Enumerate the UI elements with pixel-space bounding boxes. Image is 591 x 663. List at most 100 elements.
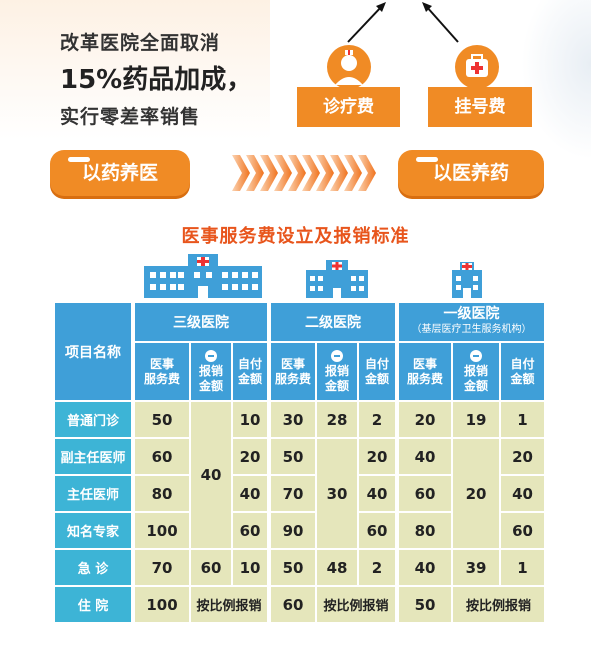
level3-header: 三级医院 <box>132 302 268 342</box>
policy-to-label: 以医养药 <box>432 162 509 184</box>
cell-value: 19 <box>452 401 500 438</box>
row-label: 普通门诊 <box>54 401 132 438</box>
sub-label: 金额 <box>463 378 488 393</box>
sub-label: 金额 <box>198 378 223 393</box>
cell-value: 30 <box>316 438 358 549</box>
up-arrows-icon <box>347 2 459 43</box>
small-hospital-icon <box>452 262 482 298</box>
fee-table: 项目名称 三级医院 二级医院 一级医院 （基层医疗卫生服务机构） 医事 服务费 报… <box>54 302 546 623</box>
cell-value: 60 <box>232 512 268 549</box>
cell-value: 1 <box>500 401 546 438</box>
sub-label: 自付 <box>237 356 262 371</box>
sub-label: 服务费 <box>406 371 443 386</box>
cell-value: 20 <box>452 438 500 549</box>
cell-value: 50 <box>268 549 316 586</box>
sub-reimb: 报销 金额 <box>452 342 500 401</box>
cell-value: 1 <box>500 549 546 586</box>
level2-header: 二级医院 <box>268 302 396 342</box>
cell-value: 70 <box>132 549 190 586</box>
cell-value: 20 <box>358 438 396 475</box>
policy-from-label: 以药养医 <box>81 162 158 184</box>
sub-label: 自付 <box>510 356 535 371</box>
reform-line-2: 15%药品加成， <box>60 65 253 95</box>
minus-circle-icon <box>331 349 343 362</box>
ratio-cell: 按比例报销 <box>190 586 268 623</box>
pill-highlight <box>416 157 438 162</box>
sub-label: 报销 <box>463 363 488 378</box>
medium-hospital-icon <box>306 260 368 298</box>
sub-label: 金额 <box>237 371 262 386</box>
cell-value: 50 <box>268 438 316 475</box>
register-fee-label: 挂号费 <box>428 87 532 127</box>
row-label: 知名专家 <box>54 512 132 549</box>
ratio-cell: 按比例报销 <box>316 586 396 623</box>
pill-highlight <box>68 157 90 162</box>
level1-header: 一级医院 （基层医疗卫生服务机构） <box>396 302 546 342</box>
sub-label: 金额 <box>364 371 389 386</box>
cell-value: 80 <box>132 475 190 512</box>
sub-label: 服务费 <box>274 371 311 386</box>
level1-name: 一级医院 <box>443 306 500 322</box>
sub-label: 报销 <box>198 363 223 378</box>
cell-value: 39 <box>452 549 500 586</box>
cell-value: 20 <box>396 401 452 438</box>
medical-kit-icon <box>455 45 499 89</box>
sub-service-fee: 医事 服务费 <box>396 342 452 401</box>
cell-value: 10 <box>232 401 268 438</box>
minus-circle-icon <box>205 349 217 362</box>
cell-value: 30 <box>268 401 316 438</box>
cell-value: 48 <box>316 549 358 586</box>
cell-value: 100 <box>132 512 190 549</box>
sub-label: 自付 <box>364 356 389 371</box>
reform-line-3: 实行零差率销售 <box>60 106 201 128</box>
sub-label: 金额 <box>510 371 535 386</box>
cell-value: 60 <box>190 549 232 586</box>
cell-value: 28 <box>316 401 358 438</box>
cell-value: 60 <box>132 438 190 475</box>
policy-to-pill: 以医养药 <box>398 150 544 196</box>
table-title: 医事服务费设立及报销标准 <box>181 226 410 247</box>
sub-reimb: 报销 金额 <box>190 342 232 401</box>
cell-value: 100 <box>132 586 190 623</box>
sub-label: 服务费 <box>143 371 180 386</box>
cell-value: 90 <box>268 512 316 549</box>
sub-service-fee: 医事 服务费 <box>268 342 316 401</box>
chevron-arrows-icon <box>232 155 376 191</box>
row-label: 急 诊 <box>54 549 132 586</box>
consult-fee-label: 诊疗费 <box>297 87 400 127</box>
sub-self: 自付 金额 <box>232 342 268 401</box>
cell-value: 60 <box>358 512 396 549</box>
sub-self: 自付 金额 <box>358 342 396 401</box>
sub-label: 报销 <box>324 363 349 378</box>
reform-text: 改革医院全面取消 15%药品加成， 实行零差率销售 <box>60 28 252 129</box>
cell-value: 40 <box>358 475 396 512</box>
cell-value: 40 <box>500 475 546 512</box>
cell-value: 60 <box>268 586 316 623</box>
sub-reimb: 报销 金额 <box>316 342 358 401</box>
reform-line-1: 改革医院全面取消 <box>60 32 221 54</box>
cell-value: 40 <box>396 438 452 475</box>
cell-value: 80 <box>396 512 452 549</box>
sub-label: 医事 <box>412 356 437 371</box>
cell-value: 40 <box>396 549 452 586</box>
cell-value: 50 <box>396 586 452 623</box>
level1-note: （基层医疗卫生服务机构） <box>411 324 532 335</box>
cell-value: 2 <box>358 401 396 438</box>
sub-label: 医事 <box>149 356 174 371</box>
cell-value: 40 <box>232 475 268 512</box>
policy-from-pill: 以药养医 <box>50 150 190 196</box>
cell-value: 40 <box>190 401 232 549</box>
row-label: 副主任医师 <box>54 438 132 475</box>
cell-value: 2 <box>358 549 396 586</box>
sub-self: 自付 金额 <box>500 342 546 401</box>
cell-value: 20 <box>232 438 268 475</box>
ratio-cell: 按比例报销 <box>452 586 546 623</box>
minus-circle-icon <box>470 349 482 362</box>
cell-value: 60 <box>396 475 452 512</box>
row-label: 住 院 <box>54 586 132 623</box>
sub-service-fee: 医事 服务费 <box>132 342 190 401</box>
cell-value: 10 <box>232 549 268 586</box>
sub-label: 医事 <box>280 356 305 371</box>
sub-label: 金额 <box>324 378 349 393</box>
cell-value: 60 <box>500 512 546 549</box>
